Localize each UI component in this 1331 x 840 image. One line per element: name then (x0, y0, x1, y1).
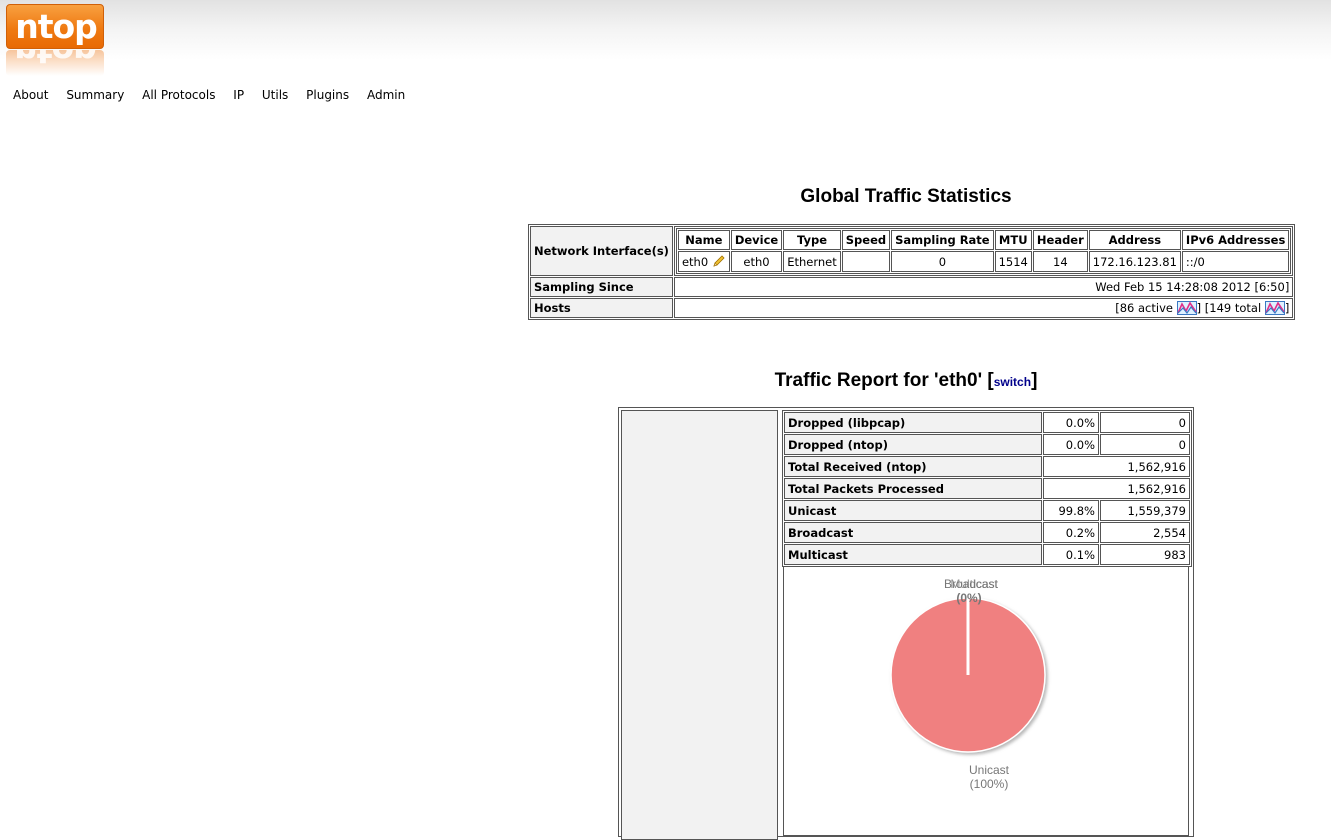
table-row: Broadcast 0.2% 2,554 (784, 522, 1190, 543)
col-address: Address (1088, 230, 1181, 250)
nav-plugins[interactable]: Plugins (306, 88, 350, 102)
pie-chart-svg (890, 597, 1046, 753)
active-hosts-graph-icon[interactable] (1176, 301, 1197, 315)
col-mtu: MTU (994, 230, 1032, 250)
nav-summary[interactable]: Summary (66, 88, 125, 102)
packet-stats-table: Dropped (libpcap) 0.0% 0 Dropped (ntop) … (782, 410, 1192, 567)
iface-address: 172.16.123.81 (1088, 251, 1181, 272)
nav-all-protocols[interactable]: All Protocols (142, 88, 216, 102)
table-row: Multicast 0.1% 983 (784, 544, 1190, 565)
col-device: Device (730, 230, 783, 250)
logo-text: ntop (15, 7, 98, 46)
iface-header: 14 (1032, 251, 1088, 272)
nav-admin[interactable]: Admin (366, 88, 406, 102)
table-row: Dropped (ntop) 0.0% 0 (784, 434, 1190, 455)
packet-distribution-pie: Broadcast Multicast (0%) Unicast (100%) (783, 566, 1189, 836)
header-band (0, 0, 1331, 80)
col-speed: Speed (841, 230, 891, 250)
nav-ip[interactable]: IP (233, 88, 245, 102)
iface-speed (841, 251, 891, 272)
global-stats-table: Network Interface(s) Name Device Type Sp… (528, 224, 1296, 320)
hosts-active-text: [86 active (1115, 301, 1173, 315)
iface-sampling-rate: 0 (891, 251, 994, 272)
col-ipv6: IPv6 Addresses (1181, 230, 1290, 250)
col-header: Header (1032, 230, 1088, 250)
global-stats-title: Global Traffic Statistics (800, 186, 1012, 207)
hosts-end-text: ] (1284, 301, 1290, 315)
col-name: Name (677, 230, 730, 250)
table-row: eth0 eth0 Ethernet 0 1514 14 172.16.123.… (677, 251, 1290, 272)
table-row: Unicast 99.8% 1,559,379 (784, 500, 1190, 521)
total-hosts-graph-icon[interactable] (1264, 301, 1285, 315)
switch-link[interactable]: switch (993, 375, 1032, 389)
iface-type: Ethernet (783, 251, 841, 272)
pie-label-unicast: Unicast (100%) (968, 763, 1009, 791)
hosts-value: [86 active ] [149 total ] (673, 298, 1294, 318)
iface-device: eth0 (730, 251, 783, 272)
col-sampling-rate: Sampling Rate (891, 230, 994, 250)
traffic-report-title: Traffic Report for 'eth0' [switch] (774, 370, 1038, 391)
report-left-column (621, 410, 778, 840)
table-row: Dropped (libpcap) 0.0% 0 (784, 412, 1190, 433)
pencil-icon[interactable] (712, 254, 726, 268)
traffic-report-panel: Dropped (libpcap) 0.0% 0 Dropped (ntop) … (618, 407, 1194, 840)
iface-mtu: 1514 (994, 251, 1032, 272)
nav-utils[interactable]: Utils (261, 88, 289, 102)
pie-label-broadcast-multicast: Broadcast Multicast (0%) (943, 577, 999, 605)
report-stats: Dropped (libpcap) 0.0% 0 Dropped (ntop) … (782, 410, 1192, 567)
sampling-since-value: Wed Feb 15 14:28:08 2012 [6:50] (673, 277, 1294, 297)
col-type: Type (783, 230, 841, 250)
iface-ipv6: ::/0 (1181, 251, 1290, 272)
hosts-total-text: ] [149 total (1196, 301, 1262, 315)
main-nav: About Summary All Protocols IP Utils Plu… (13, 88, 419, 102)
iface-name: eth0 (681, 255, 709, 269)
iface-name-cell: eth0 (677, 251, 730, 272)
interfaces-table: Name Device Type Speed Sampling Rate MTU… (675, 228, 1292, 274)
logo-reflection: ntop (6, 50, 104, 76)
table-row: Total Packets Processed 1,562,916 (784, 478, 1190, 499)
sampling-since-label: Sampling Since (530, 277, 673, 297)
table-row: Total Received (ntop) 1,562,916 (784, 456, 1190, 477)
hosts-label: Hosts (530, 298, 673, 318)
ntop-logo[interactable]: ntop (6, 4, 104, 49)
nav-about[interactable]: About (13, 88, 49, 102)
interfaces-label: Network Interface(s) (530, 226, 673, 276)
